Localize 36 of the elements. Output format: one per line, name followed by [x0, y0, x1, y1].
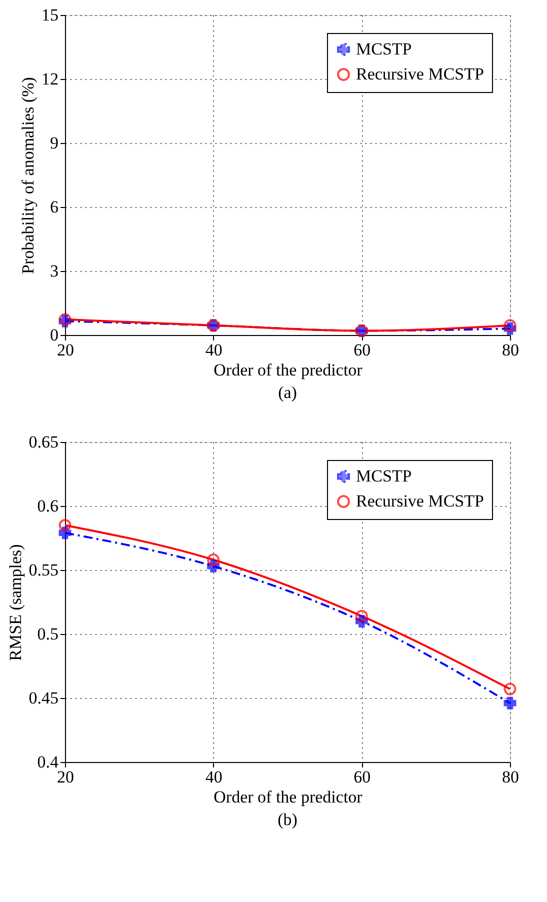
point [355, 610, 368, 622]
x-axis-title: Order of the predictor [214, 360, 363, 380]
x-axis-title: Order of the predictor [214, 788, 363, 806]
point [504, 696, 516, 710]
x-tick-label: 80 [502, 340, 519, 360]
legend-label: MCSTP [356, 466, 412, 486]
text: (a) [278, 383, 297, 402]
x-tick-label: 60 [354, 340, 371, 360]
y-tick-label: 0.4 [37, 752, 59, 772]
point [207, 554, 220, 566]
y-axis-title: RMSE (samples) [6, 544, 25, 661]
x-tick-label: 20 [57, 340, 74, 360]
y-tick-label: 0 [50, 326, 58, 344]
legend-label: Recursive MCSTP [356, 492, 484, 510]
y-tick-label: 0.6 [37, 496, 58, 516]
y-tick-label: 0.55 [28, 560, 58, 580]
x-tick-label: 40 [205, 768, 222, 786]
point [58, 518, 72, 532]
y-tick-label: 9 [50, 134, 58, 152]
text: (b) [278, 810, 298, 829]
x-tick-label: 40 [205, 340, 222, 360]
y-axis-title: Probability of anomalies (%) [18, 77, 38, 274]
legend-label: Recursive MCSTP [356, 64, 484, 84]
y-tick-label: 0.5 [37, 624, 58, 644]
x-tick-label: 80 [502, 768, 519, 786]
y-tick-label: 6 [50, 198, 58, 216]
y-tick-label: 3 [50, 262, 58, 280]
x-tick-label: 20 [57, 768, 74, 786]
point [504, 319, 516, 332]
point [504, 682, 516, 696]
x-tick-label: 60 [354, 768, 371, 786]
y-tick-label: 0.65 [28, 432, 58, 452]
y-tick-label: 15 [42, 6, 58, 24]
y-tick-label: 0.45 [28, 688, 58, 708]
legend-label: MCSTP [356, 40, 412, 58]
y-tick-label: 12 [42, 70, 58, 88]
